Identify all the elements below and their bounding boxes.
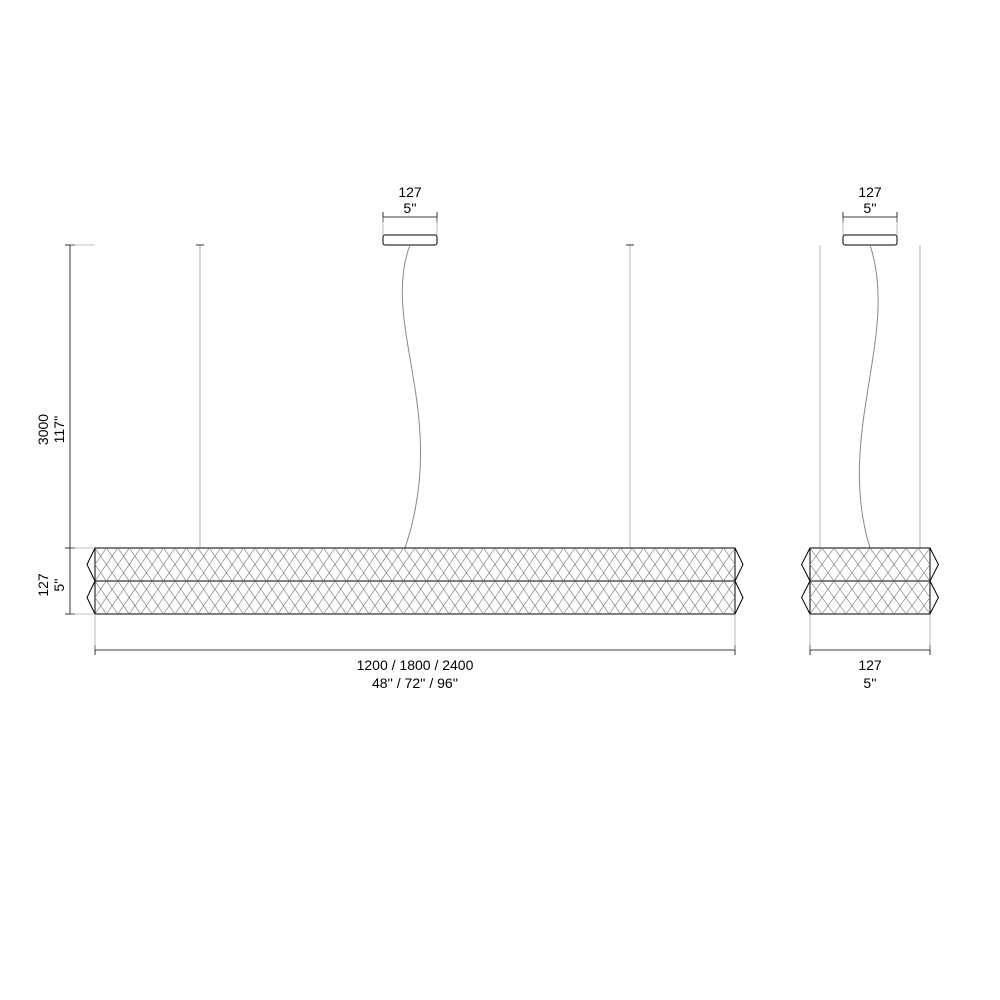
height-dim-in: 117'' xyxy=(51,416,67,444)
width-dim-mm: 1200 / 1800 / 2400 xyxy=(357,657,474,673)
side-width-in: 5'' xyxy=(863,675,876,691)
technical-diagram: 1275''3000117''1275''1200 / 1800 / 24004… xyxy=(0,0,1000,1000)
canopy-dim-in: 5'' xyxy=(863,200,876,216)
fixture-h-mm: 127 xyxy=(35,573,51,597)
canopy-dim-mm: 127 xyxy=(398,184,422,200)
canopy-dim-mm: 127 xyxy=(858,184,882,200)
canopy-dim-in: 5'' xyxy=(403,200,416,216)
fixture-h-in: 5'' xyxy=(51,578,67,591)
side-width-mm: 127 xyxy=(858,657,882,673)
width-dim-in: 48'' / 72'' / 96'' xyxy=(372,675,458,691)
height-dim-mm: 3000 xyxy=(35,414,51,445)
